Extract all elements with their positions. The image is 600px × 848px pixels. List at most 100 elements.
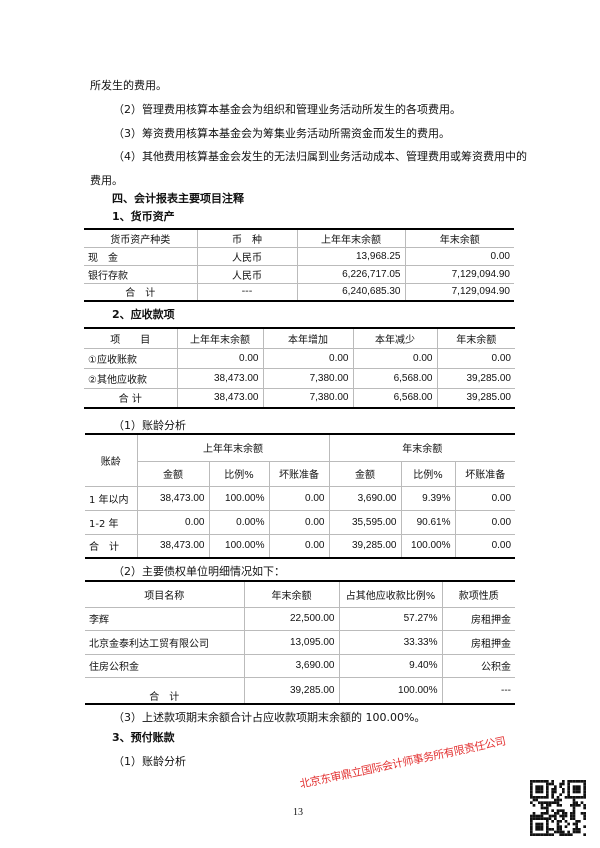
qr-module (538, 780, 541, 783)
qr-module (551, 828, 554, 831)
qr-module (583, 780, 586, 783)
qr-module (530, 788, 533, 791)
qr-module (554, 830, 557, 834)
qr-module (538, 828, 541, 831)
qr-module (530, 780, 533, 783)
header-cell: 年末余额 (243, 580, 340, 608)
qr-module (530, 793, 533, 796)
header-cell: 项目名称 (85, 580, 245, 608)
qr-module (554, 814, 557, 818)
qr-module (578, 785, 581, 788)
qr-module (567, 790, 570, 794)
qr-module (538, 822, 541, 826)
section-title: 四、会计报表主要项目注释 (112, 192, 244, 205)
cell: 1 年以内 (85, 485, 138, 511)
qr-module (543, 833, 546, 836)
qr-module (575, 828, 578, 831)
qr-module (551, 796, 554, 799)
qr-module (575, 830, 578, 834)
qr-module (543, 817, 546, 820)
cell: 北京金泰利达工贸有限公司 (85, 629, 245, 655)
qr-module (530, 785, 533, 788)
table-row: 北京金泰利达工贸有限公司 13,095.00 33.33% 房租押金 (85, 629, 515, 655)
qr-module (538, 785, 541, 788)
qr-module (554, 790, 557, 794)
qr-module (535, 798, 538, 802)
paragraph: （4）其他费用核算基金会发生的无法归属到业务活动成本、管理费用或筹资费用中的 (113, 150, 527, 163)
qr-module (546, 782, 549, 786)
header-cell: 款项性质 (441, 580, 515, 608)
cell: 李辉 (85, 606, 245, 631)
qr-module (546, 809, 549, 812)
header-cell: 上年年末余额 (176, 327, 264, 349)
header-cell: 坏账准备 (268, 460, 330, 487)
cell: 合 计 (84, 387, 178, 409)
qr-module (546, 785, 549, 788)
qr-module (578, 788, 581, 791)
qr-module (564, 833, 568, 836)
qr-module (570, 814, 573, 818)
qr-module (559, 833, 562, 836)
qr-module (580, 796, 584, 799)
qr-module (567, 822, 570, 826)
qr-module (530, 790, 533, 794)
qr-module (551, 820, 554, 823)
qr-module (530, 796, 533, 799)
qr-module (583, 806, 586, 810)
cell: 100.00% (338, 676, 443, 705)
qr-module (575, 801, 578, 804)
qr-module (548, 782, 552, 786)
cell: 39,285.00 (328, 533, 402, 559)
cell: 13,968.25 (296, 246, 406, 266)
header-cell: 上年年末余额 (136, 433, 330, 462)
qr-module (572, 830, 576, 834)
table-row: 合 计 38,473.00 7,380.00 6,568.00 39,285.0… (84, 387, 515, 409)
qr-module (575, 788, 578, 791)
qr-module (567, 782, 570, 786)
qr-module (559, 785, 562, 788)
qr-module (583, 814, 586, 818)
cell: 0.00% (208, 509, 270, 535)
qr-module (562, 817, 565, 820)
header-cell: 本年增加 (262, 327, 354, 349)
qr-module (578, 830, 581, 834)
cell: 57.27% (338, 606, 443, 631)
cell: 13,095.00 (243, 629, 340, 655)
cell: ①应收账款 (84, 347, 178, 369)
qr-module (540, 814, 544, 818)
cell: --- (196, 282, 298, 302)
qr-module (551, 833, 554, 836)
qr-module (551, 780, 554, 783)
cell: 房租押金 (441, 629, 515, 655)
cell: 0.00 (268, 509, 330, 535)
table-row: 李辉 22,500.00 57.27% 房租押金 (85, 606, 515, 631)
qr-module (530, 782, 533, 786)
header-cell: 比例% (400, 460, 456, 487)
qr-module (578, 820, 581, 823)
qr-module (546, 793, 549, 796)
qr-module (538, 790, 541, 794)
qr-module (530, 822, 533, 826)
qr-module (559, 782, 562, 786)
qr-module (546, 820, 549, 823)
header-cell: 金额 (137, 460, 210, 487)
cell: 0.00 (136, 509, 210, 535)
qr-module (535, 828, 538, 831)
qr-module (540, 822, 544, 826)
qr-module (583, 833, 586, 836)
qr-module (532, 796, 536, 799)
paragraph: （2）管理费用核算本基金会为组织和管理业务活动所发生的各项费用。 (113, 103, 461, 116)
cell: 39,285.00 (436, 367, 515, 389)
qr-module (532, 814, 536, 818)
qr-module (543, 796, 546, 799)
qr-module (535, 825, 538, 828)
qr-module (532, 812, 536, 815)
cell: 90.61% (400, 509, 456, 535)
cell: 1-2 年 (85, 509, 138, 535)
prepaid-aging-title: （1）账龄分析 (113, 755, 186, 768)
qr-module (546, 828, 549, 831)
qr-module (530, 833, 533, 836)
qr-module (570, 812, 573, 815)
qr-module (578, 796, 581, 799)
